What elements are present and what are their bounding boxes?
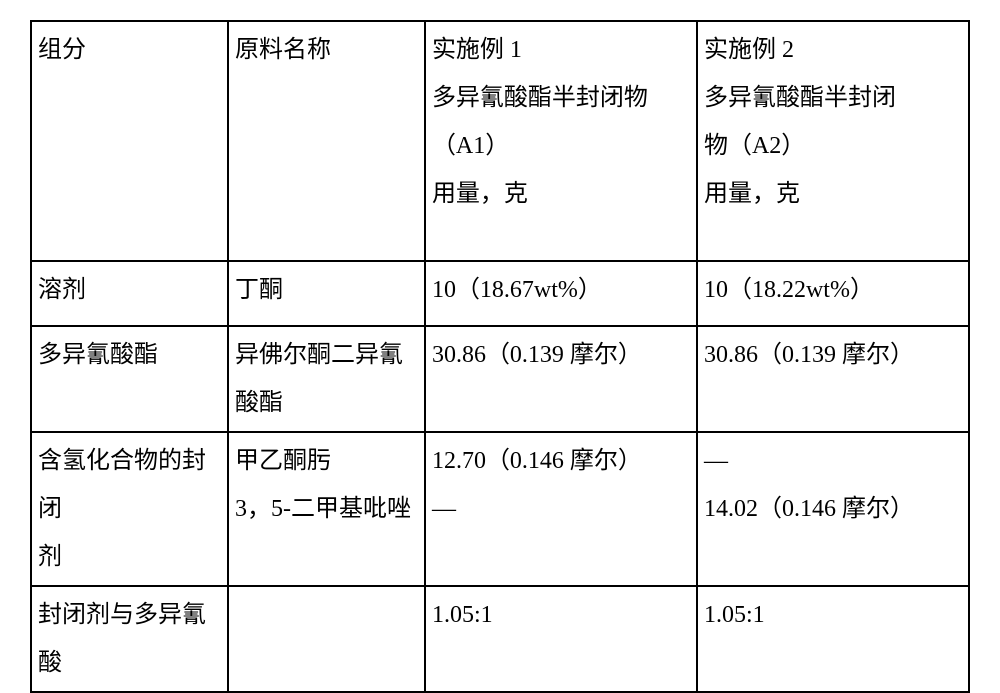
- cell-text: 原料名称: [235, 37, 331, 63]
- cell-line: 含氢化合物的封闭: [38, 437, 221, 533]
- cell-text: 10（18.67wt%）: [432, 277, 602, 303]
- cell-ex2: — 14.02（0.146 摩尔）: [697, 432, 969, 586]
- cell-ex1: 10（18.67wt%）: [425, 261, 697, 326]
- cell-text: 1.05:1: [432, 602, 493, 628]
- cell-line: （A1）: [432, 122, 690, 170]
- cell-line: 实施例 2: [704, 26, 962, 74]
- table-row: 多异氰酸酯 异佛尔酮二异氰酸酯 30.86（0.139 摩尔） 30.86（0.…: [31, 326, 969, 432]
- table-row: 封闭剂与多异氰酸 1.05:1 1.05:1: [31, 586, 969, 692]
- cell-component: 溶剂: [31, 261, 228, 326]
- header-material-name: 原料名称: [228, 21, 425, 261]
- cell-ex2: 1.05:1: [697, 586, 969, 692]
- page: 组分 原料名称 实施例 1 多异氰酸酯半封闭物 （A1） 用量，克 实施例 2 …: [0, 0, 1000, 605]
- cell-line: 14.02（0.146 摩尔）: [704, 485, 962, 533]
- cell-line: 甲乙酮肟: [235, 437, 418, 485]
- cell-line: —: [704, 437, 962, 485]
- cell-line: 用量，克: [432, 170, 690, 218]
- cell-line: 用量，克: [704, 170, 962, 218]
- cell-ex2: 10（18.22wt%）: [697, 261, 969, 326]
- cell-ex1: 30.86（0.139 摩尔）: [425, 326, 697, 432]
- header-example-1: 实施例 1 多异氰酸酯半封闭物 （A1） 用量，克: [425, 21, 697, 261]
- cell-text: 溶剂: [38, 277, 86, 303]
- cell-component: 多异氰酸酯: [31, 326, 228, 432]
- cell-line: 多异氰酸酯半封闭物: [432, 74, 690, 122]
- table-row: 含氢化合物的封闭 剂 甲乙酮肟 3，5-二甲基吡唑 12.70（0.146 摩尔…: [31, 432, 969, 586]
- cell-line: —: [432, 485, 690, 533]
- cell-line: 多异氰酸酯半封闭: [704, 74, 962, 122]
- header-example-2: 实施例 2 多异氰酸酯半封闭 物（A2） 用量，克: [697, 21, 969, 261]
- cell-material: 丁酮: [228, 261, 425, 326]
- cell-text: 30.86（0.139 摩尔）: [432, 342, 642, 368]
- header-component: 组分: [31, 21, 228, 261]
- cell-line: 物（A2）: [704, 122, 962, 170]
- cell-text: 异佛尔酮二异氰酸酯: [235, 342, 403, 416]
- cell-line: 剂: [38, 533, 221, 581]
- cell-line: 12.70（0.146 摩尔）: [432, 437, 690, 485]
- table-header-row: 组分 原料名称 实施例 1 多异氰酸酯半封闭物 （A1） 用量，克 实施例 2 …: [31, 21, 969, 261]
- cell-text: 封闭剂与多异氰酸: [38, 602, 206, 676]
- cell-material: [228, 586, 425, 692]
- cell-text: 组分: [38, 37, 86, 63]
- cell-component: 封闭剂与多异氰酸: [31, 586, 228, 692]
- cell-text: 1.05:1: [704, 602, 765, 628]
- cell-component: 含氢化合物的封闭 剂: [31, 432, 228, 586]
- cell-ex2: 30.86（0.139 摩尔）: [697, 326, 969, 432]
- cell-text: 10（18.22wt%）: [704, 277, 874, 303]
- cell-ex1: 1.05:1: [425, 586, 697, 692]
- cell-line: 3，5-二甲基吡唑: [235, 485, 418, 533]
- cell-text: 多异氰酸酯: [38, 342, 158, 368]
- cell-material: 甲乙酮肟 3，5-二甲基吡唑: [228, 432, 425, 586]
- cell-ex1: 12.70（0.146 摩尔） —: [425, 432, 697, 586]
- cell-line: 实施例 1: [432, 26, 690, 74]
- cell-text: 30.86（0.139 摩尔）: [704, 342, 914, 368]
- table-row: 溶剂 丁酮 10（18.67wt%） 10（18.22wt%）: [31, 261, 969, 326]
- cell-material: 异佛尔酮二异氰酸酯: [228, 326, 425, 432]
- composition-table: 组分 原料名称 实施例 1 多异氰酸酯半封闭物 （A1） 用量，克 实施例 2 …: [30, 20, 970, 693]
- cell-text: 丁酮: [235, 277, 283, 303]
